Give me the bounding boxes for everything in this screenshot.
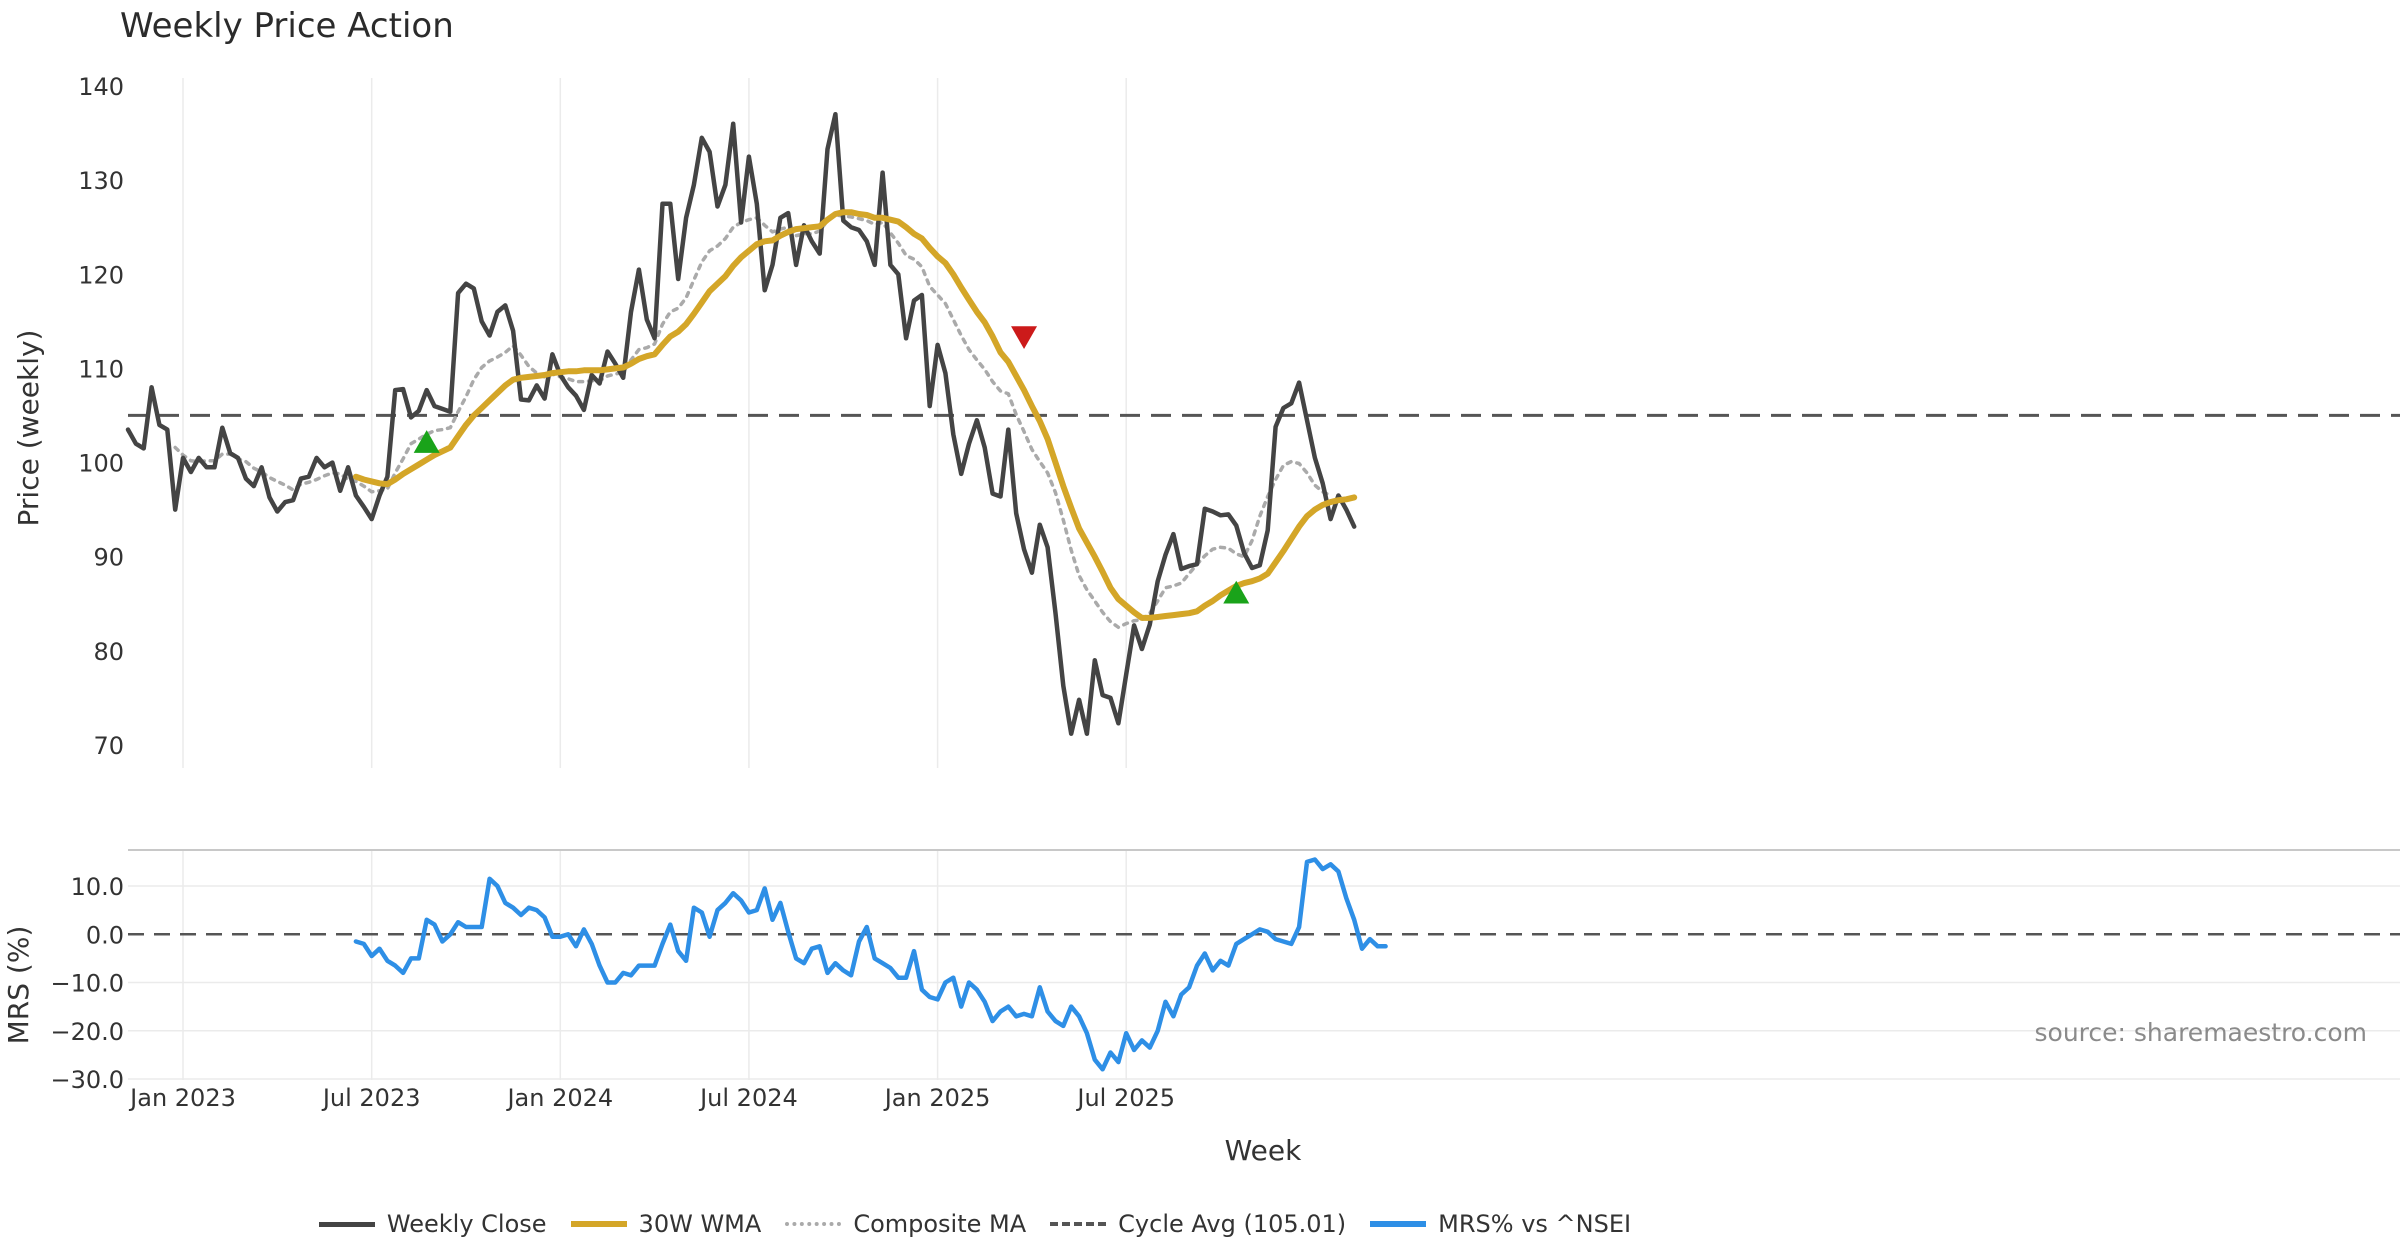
legend-item-composite: Composite MA — [785, 1210, 1026, 1238]
x-axis: Jan 2023 Jul 2023 Jan 2024 Jul 2024 Jan 2025… — [128, 1084, 1302, 1167]
source-note: source: sharemaestro.com — [2034, 1018, 2368, 1047]
price-y-tick-label: 80 — [93, 638, 124, 666]
legend-label-close: Weekly Close — [386, 1210, 547, 1238]
buy-signal-marker — [413, 430, 440, 453]
buy-signal-marker — [1223, 580, 1250, 604]
price-y-tick-label: 120 — [78, 261, 124, 289]
x-tick-label: Jan 2023 — [128, 1084, 236, 1112]
mrs-y-tick-label: −20.0 — [50, 1018, 124, 1046]
legend-item-wma: 30W WMA — [570, 1210, 762, 1238]
chart-title: Weekly Price Action — [120, 6, 454, 46]
mrs-y-tick-label: 0.0 — [86, 921, 124, 949]
x-axis-label: Week — [1225, 1134, 1302, 1167]
price-y-tick-label: 100 — [78, 450, 124, 478]
price-y-tick-label: 130 — [78, 167, 124, 195]
legend: Weekly Close 30W WMA Composite MA Cycle … — [0, 1210, 1950, 1238]
legend-label-composite: Composite MA — [853, 1210, 1027, 1238]
legend-swatch-composite — [785, 1222, 842, 1226]
price-y-tick-label: 110 — [78, 355, 124, 383]
legend-swatch-close — [318, 1221, 375, 1227]
price-y-tick-label: 70 — [93, 732, 124, 760]
sell-signal-marker — [1011, 326, 1038, 350]
legend-label-cycle: Cycle Avg (105.01) — [1118, 1210, 1347, 1238]
legend-swatch-cycle — [1050, 1222, 1107, 1226]
legend-swatch-mrs — [1370, 1221, 1427, 1227]
mrs-line — [353, 857, 1388, 1072]
legend-item-cycle: Cycle Avg (105.01) — [1050, 1210, 1346, 1238]
legend-item-close: Weekly Close — [318, 1210, 547, 1238]
price-panel: 70 80 90 100 110 120 130 140 Price (weekly) — [12, 73, 2400, 768]
mrs-y-tick-label: −30.0 — [50, 1066, 124, 1094]
price-y-tick-label: 140 — [78, 73, 124, 101]
mrs-panel: 10.0 0.0 −10.0 −20.0 −30.0 MRS (%) — [2, 849, 2400, 1094]
weekly-close-line — [125, 111, 1357, 736]
price-y-axis-label: Price (weekly) — [12, 330, 45, 527]
legend-item-mrs: MRS% vs ^NSEI — [1370, 1210, 1631, 1238]
legend-label-mrs: MRS% vs ^NSEI — [1438, 1210, 1632, 1238]
x-tick-label: Jul 2024 — [698, 1084, 798, 1112]
legend-label-wma: 30W WMA — [638, 1210, 762, 1238]
mrs-y-tick-label: 10.0 — [71, 873, 124, 901]
wma-30w-line — [352, 209, 1358, 621]
mrs-y-tick-label: −10.0 — [50, 970, 124, 998]
x-tick-label: Jul 2025 — [1075, 1084, 1175, 1112]
price-y-tick-label: 90 — [93, 544, 124, 572]
x-tick-label: Jan 2025 — [883, 1084, 991, 1112]
composite-ma-line — [173, 213, 1333, 630]
legend-swatch-wma — [570, 1221, 627, 1227]
x-tick-label: Jul 2023 — [321, 1084, 421, 1112]
x-tick-label: Jan 2024 — [505, 1084, 613, 1112]
mrs-y-axis-label: MRS (%) — [2, 926, 35, 1045]
